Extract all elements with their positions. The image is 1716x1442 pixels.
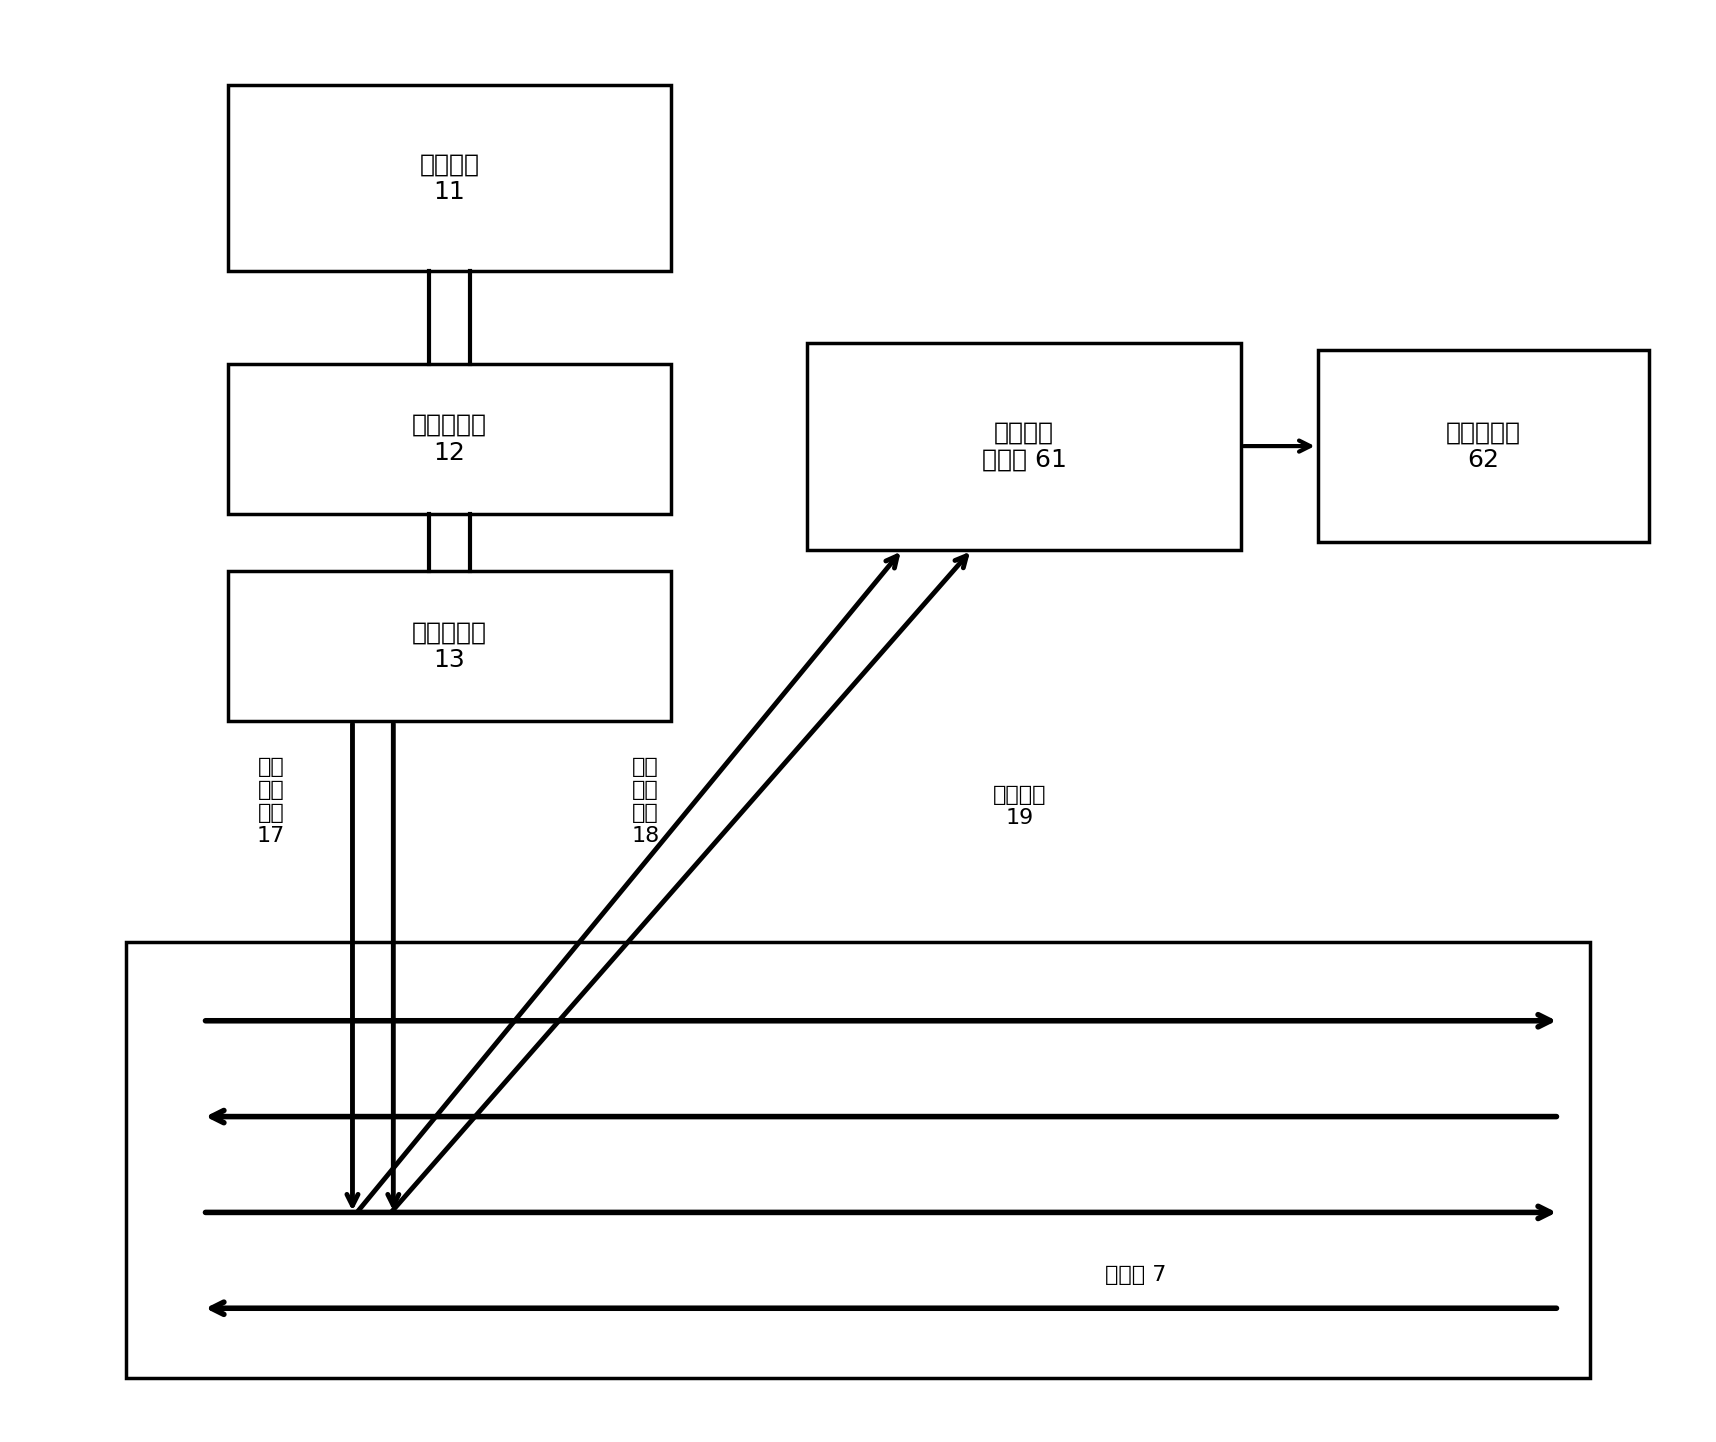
Bar [125, 943, 1591, 1379]
Text: 高能光源
11: 高能光源 11 [419, 153, 479, 205]
Text: 高能准直器
12: 高能准直器 12 [412, 412, 487, 464]
Bar [228, 571, 671, 721]
Text: 高能固体
探测器 61: 高能固体 探测器 61 [982, 420, 1066, 472]
Bar [1318, 350, 1649, 542]
Text: 目标物 7: 目标物 7 [1105, 1265, 1167, 1285]
Bar [228, 85, 671, 271]
Text: 高能衰减器
13: 高能衰减器 13 [412, 620, 487, 672]
Text: 高能
入射
光路
17: 高能 入射 光路 17 [257, 757, 285, 846]
Text: 高能多道仪
62: 高能多道仪 62 [1447, 420, 1520, 472]
Text: 扫描路径
19: 扫描路径 19 [994, 786, 1047, 829]
Text: 高能
背散
光路
18: 高能 背散 光路 18 [631, 757, 659, 846]
Bar [228, 363, 671, 513]
Bar [807, 343, 1241, 549]
